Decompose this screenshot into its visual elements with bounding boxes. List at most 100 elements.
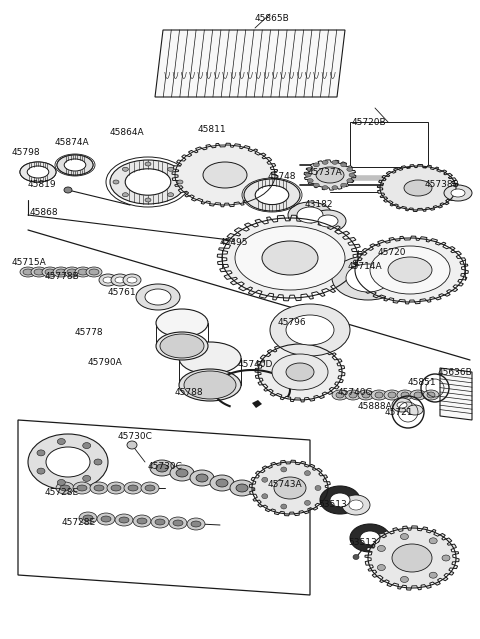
Ellipse shape bbox=[31, 267, 47, 277]
Ellipse shape bbox=[304, 500, 311, 505]
Text: 45721: 45721 bbox=[385, 408, 413, 417]
Ellipse shape bbox=[167, 348, 177, 355]
Ellipse shape bbox=[184, 371, 236, 399]
Text: 45778B: 45778B bbox=[45, 272, 80, 281]
Ellipse shape bbox=[304, 471, 311, 475]
Ellipse shape bbox=[318, 215, 338, 227]
Ellipse shape bbox=[155, 519, 165, 525]
Ellipse shape bbox=[103, 277, 113, 283]
Ellipse shape bbox=[332, 186, 338, 190]
Ellipse shape bbox=[407, 405, 423, 415]
Text: 45888A: 45888A bbox=[358, 402, 393, 411]
Ellipse shape bbox=[322, 160, 328, 164]
Bar bbox=[350, 122, 428, 167]
Text: 45730C: 45730C bbox=[118, 432, 153, 441]
Ellipse shape bbox=[111, 485, 121, 491]
Text: 45636B: 45636B bbox=[438, 368, 473, 377]
Ellipse shape bbox=[78, 269, 88, 275]
Text: 53513: 53513 bbox=[348, 538, 377, 547]
Ellipse shape bbox=[53, 267, 69, 277]
Ellipse shape bbox=[286, 363, 314, 381]
Ellipse shape bbox=[332, 390, 348, 400]
Ellipse shape bbox=[235, 226, 345, 290]
Ellipse shape bbox=[322, 186, 328, 190]
Ellipse shape bbox=[353, 555, 359, 560]
Text: 45728E: 45728E bbox=[62, 518, 96, 527]
Polygon shape bbox=[172, 143, 278, 207]
Ellipse shape bbox=[34, 269, 44, 275]
Ellipse shape bbox=[404, 180, 432, 196]
Text: 43182: 43182 bbox=[305, 200, 334, 209]
Ellipse shape bbox=[20, 267, 36, 277]
Ellipse shape bbox=[216, 376, 228, 384]
Ellipse shape bbox=[65, 160, 85, 171]
Ellipse shape bbox=[127, 441, 137, 449]
Ellipse shape bbox=[94, 485, 104, 491]
Ellipse shape bbox=[127, 277, 137, 283]
Ellipse shape bbox=[349, 173, 355, 177]
Ellipse shape bbox=[64, 267, 80, 277]
Ellipse shape bbox=[167, 341, 177, 348]
Text: 45714A: 45714A bbox=[348, 262, 383, 271]
Text: 45740D: 45740D bbox=[238, 360, 274, 369]
Ellipse shape bbox=[341, 183, 347, 187]
Ellipse shape bbox=[216, 479, 228, 487]
Ellipse shape bbox=[83, 443, 91, 449]
Ellipse shape bbox=[196, 474, 208, 482]
Ellipse shape bbox=[401, 392, 409, 398]
Ellipse shape bbox=[20, 162, 56, 182]
Polygon shape bbox=[217, 215, 363, 301]
Ellipse shape bbox=[115, 277, 125, 283]
Text: 45819: 45819 bbox=[28, 180, 57, 189]
Ellipse shape bbox=[371, 390, 387, 400]
Ellipse shape bbox=[170, 465, 194, 481]
Ellipse shape bbox=[23, 269, 33, 275]
Text: 45495: 45495 bbox=[220, 238, 249, 247]
Text: 45738B: 45738B bbox=[425, 180, 460, 189]
Ellipse shape bbox=[113, 180, 119, 184]
Ellipse shape bbox=[57, 155, 93, 175]
Ellipse shape bbox=[73, 482, 91, 494]
Text: 45811: 45811 bbox=[198, 125, 227, 134]
Polygon shape bbox=[250, 460, 331, 516]
Ellipse shape bbox=[392, 544, 432, 572]
Ellipse shape bbox=[288, 202, 332, 228]
Ellipse shape bbox=[173, 520, 183, 526]
Ellipse shape bbox=[168, 167, 174, 171]
Ellipse shape bbox=[320, 486, 360, 514]
Ellipse shape bbox=[262, 494, 268, 499]
Text: 45868: 45868 bbox=[30, 208, 59, 217]
Ellipse shape bbox=[192, 386, 204, 394]
Ellipse shape bbox=[336, 392, 344, 398]
Ellipse shape bbox=[332, 160, 338, 164]
Ellipse shape bbox=[347, 167, 353, 171]
Ellipse shape bbox=[169, 517, 187, 529]
Ellipse shape bbox=[110, 160, 186, 204]
Ellipse shape bbox=[123, 274, 141, 286]
Ellipse shape bbox=[190, 470, 214, 486]
Ellipse shape bbox=[429, 538, 437, 544]
Ellipse shape bbox=[179, 369, 241, 401]
Ellipse shape bbox=[313, 183, 319, 187]
Text: 45798: 45798 bbox=[12, 148, 41, 157]
Ellipse shape bbox=[28, 167, 48, 178]
Ellipse shape bbox=[57, 155, 93, 175]
Ellipse shape bbox=[83, 515, 93, 521]
Ellipse shape bbox=[156, 309, 208, 337]
Ellipse shape bbox=[310, 210, 346, 232]
Ellipse shape bbox=[427, 392, 435, 398]
Ellipse shape bbox=[350, 524, 390, 552]
Text: 45778: 45778 bbox=[75, 328, 104, 337]
Ellipse shape bbox=[400, 576, 408, 582]
Ellipse shape bbox=[262, 477, 268, 482]
Ellipse shape bbox=[115, 514, 133, 526]
Ellipse shape bbox=[46, 447, 90, 477]
Ellipse shape bbox=[156, 464, 168, 472]
Ellipse shape bbox=[377, 546, 385, 551]
Polygon shape bbox=[365, 526, 459, 590]
Ellipse shape bbox=[56, 269, 66, 275]
Ellipse shape bbox=[203, 162, 247, 188]
Ellipse shape bbox=[429, 572, 437, 578]
Ellipse shape bbox=[384, 390, 400, 400]
Ellipse shape bbox=[176, 469, 188, 477]
